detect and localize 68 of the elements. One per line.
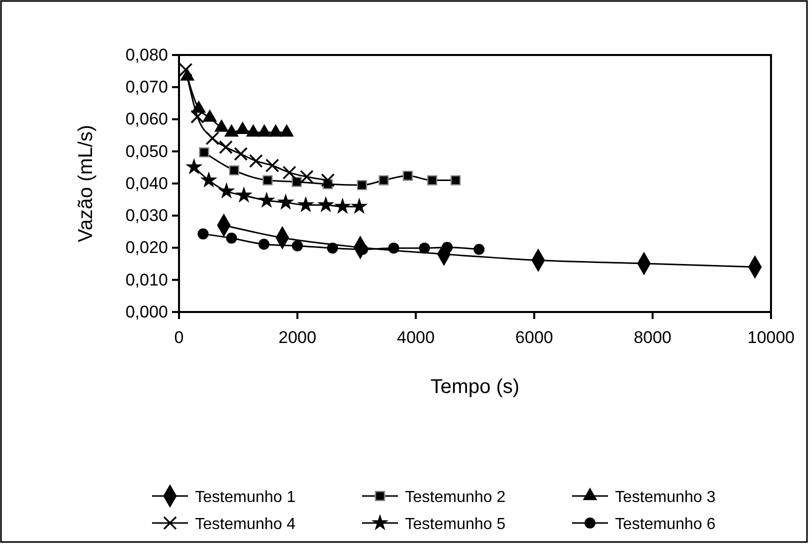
point <box>265 158 280 172</box>
point <box>450 175 461 186</box>
y-tick-label: 0,050 <box>125 142 168 161</box>
point <box>350 198 368 214</box>
point <box>258 192 276 208</box>
y-tick-label: 0,000 <box>125 302 168 322</box>
point <box>356 180 368 190</box>
point <box>257 124 272 137</box>
legend-label: Testemunho 3 <box>615 489 716 506</box>
point <box>199 147 210 158</box>
y-tick-label: 0,070 <box>125 78 168 97</box>
point <box>214 119 229 132</box>
point <box>427 175 438 186</box>
x-tick-label: 4000 <box>396 328 435 348</box>
x-tick-label: 10000 <box>747 328 795 348</box>
point <box>419 242 430 254</box>
point <box>258 238 270 250</box>
point <box>442 242 453 253</box>
legend-label: Testemunho 6 <box>615 516 716 533</box>
point <box>235 122 250 134</box>
point <box>474 244 485 255</box>
y-tick-label: 0,080 <box>125 45 168 64</box>
point <box>402 170 413 181</box>
x-tick-label: 6000 <box>515 328 554 348</box>
point <box>282 166 296 180</box>
point <box>249 154 263 168</box>
point <box>268 124 283 137</box>
point <box>226 232 238 244</box>
x-tick-label: 0 <box>174 328 184 348</box>
point <box>300 170 314 184</box>
point <box>378 175 389 186</box>
point <box>297 196 314 212</box>
point <box>200 171 218 188</box>
point <box>198 228 209 240</box>
point <box>327 242 338 254</box>
point <box>224 124 239 137</box>
point <box>186 158 203 174</box>
x-axis-title: Tempo (s) <box>430 376 520 398</box>
y-axis-title: Vazão (mL/s) <box>75 124 97 242</box>
point <box>206 131 220 146</box>
point <box>235 186 252 203</box>
point <box>262 175 273 186</box>
point <box>292 176 302 187</box>
y-tick-label: 0,020 <box>125 238 168 258</box>
legend-label: Testemunho 1 <box>195 489 296 506</box>
point <box>234 147 248 161</box>
y-tick-label: 0,030 <box>125 206 168 226</box>
point <box>190 110 204 124</box>
point <box>218 140 233 154</box>
x-tick-label: 2000 <box>278 328 316 348</box>
point <box>292 240 303 252</box>
y-tick-label: 0,040 <box>125 174 168 193</box>
x-tick-label: 8000 <box>634 328 672 348</box>
point <box>334 198 352 214</box>
point <box>317 196 334 212</box>
legend-label: Testemunho 2 <box>405 489 506 506</box>
legend-label: Testemunho 4 <box>195 516 296 533</box>
legend-label: Testemunho 5 <box>405 516 506 533</box>
point <box>277 194 294 210</box>
point <box>218 182 235 198</box>
y-tick-label: 0,010 <box>125 270 168 290</box>
y-tick-label: 0,060 <box>125 110 168 129</box>
point <box>279 124 294 137</box>
point <box>229 165 240 176</box>
point <box>202 109 217 122</box>
point <box>246 124 260 137</box>
point <box>388 242 400 254</box>
point <box>320 173 335 188</box>
